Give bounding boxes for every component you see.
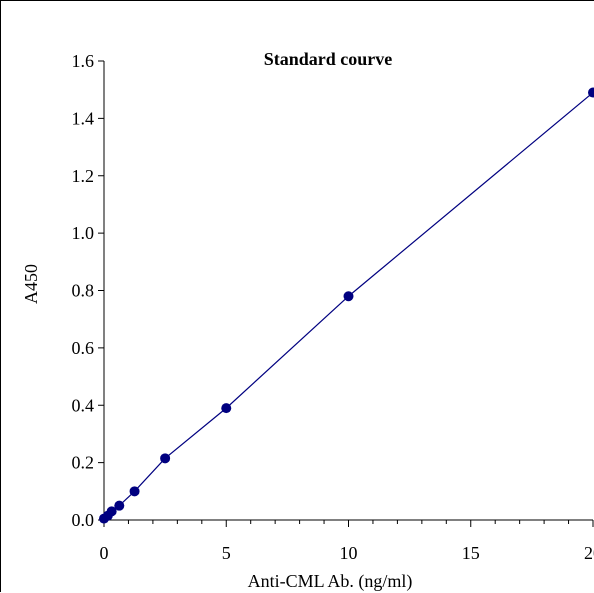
series-line (104, 93, 593, 519)
series-layer (99, 88, 594, 524)
y-tick-label: 0.4 (72, 395, 95, 415)
y-tick-label: 0.0 (72, 510, 95, 530)
y-tick-label: 0.8 (72, 281, 95, 301)
x-tick-label: 0 (100, 543, 109, 563)
data-point (114, 501, 124, 511)
data-point (221, 403, 231, 413)
x-axis-title: Anti-CML Ab. (ng/ml) (248, 571, 413, 592)
x-tick-label: 10 (340, 543, 358, 563)
y-axis-title: A450 (21, 264, 41, 304)
data-point (344, 291, 354, 301)
chart-title: Standard courve (264, 49, 393, 69)
y-tick-label: 0.2 (72, 453, 95, 473)
x-tick-label: 5 (222, 543, 231, 563)
x-tick-label: 20 (584, 543, 594, 563)
y-tick-label: 1.4 (72, 108, 95, 128)
y-tick-label: 1.6 (72, 51, 95, 71)
data-point (160, 453, 170, 463)
y-tick-label: 0.6 (72, 338, 95, 358)
axes-layer: 0.0 0.2 0.4 0.6 0.8 1.0 1.2 1.4 1.6 0 5 10 15 20 (72, 51, 594, 563)
data-point (130, 486, 140, 496)
y-tick-label: 1.2 (72, 166, 95, 186)
y-tick-label: 1.0 (72, 223, 95, 243)
x-tick-label: 15 (462, 543, 480, 563)
